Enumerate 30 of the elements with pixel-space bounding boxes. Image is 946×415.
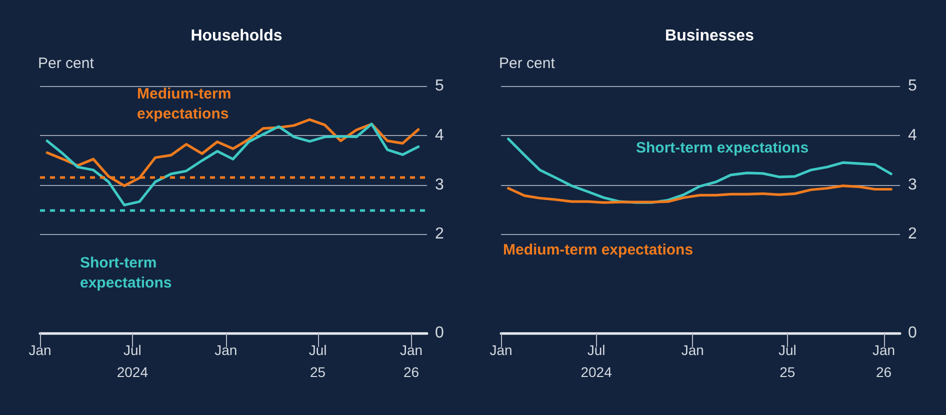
y-tick-label: 5 bbox=[908, 78, 917, 94]
x-tick-label: Jul 2024 bbox=[580, 342, 612, 380]
y-tick-label: 5 bbox=[435, 78, 444, 94]
x-tick-label: Jan bbox=[28, 342, 52, 358]
x-tick-label: Jan bbox=[681, 342, 704, 358]
x-tick-label: Jan 26 bbox=[872, 342, 896, 380]
y-tick-label: 0 bbox=[908, 324, 917, 342]
x-tick-label: Jul 25 bbox=[778, 342, 796, 380]
series-label: Short-term expectations bbox=[636, 140, 809, 156]
line-series bbox=[46, 122, 420, 206]
text: Short-term expectations bbox=[80, 254, 172, 292]
chart-title: Businesses bbox=[665, 28, 754, 44]
x-tick-label: Jul 2024 bbox=[116, 342, 148, 380]
x-tick-label: Jan bbox=[214, 342, 238, 358]
x-tick-label: Jul 25 bbox=[308, 342, 327, 380]
y-tick-label: 2 bbox=[435, 226, 444, 243]
y-tick-label: 2 bbox=[908, 226, 917, 243]
y-axis-title: Per cent bbox=[499, 55, 556, 72]
x-tick-label: Jan 26 bbox=[400, 342, 423, 380]
x-tick-label: Jan bbox=[490, 342, 512, 358]
chart-title: Households bbox=[190, 28, 282, 44]
y-tick-label: 4 bbox=[435, 126, 444, 144]
y-tick-label: 3 bbox=[908, 176, 917, 194]
line-series bbox=[507, 184, 892, 204]
y-axis-title: Per cent bbox=[38, 55, 95, 72]
y-tick-label: 3 bbox=[435, 176, 444, 194]
y-tick-label: 0 bbox=[435, 324, 444, 342]
y-tick-label: 4 bbox=[908, 126, 917, 144]
series-label: Medium-term expectations bbox=[137, 86, 236, 122]
text: Medium-term expectations bbox=[503, 242, 694, 258]
